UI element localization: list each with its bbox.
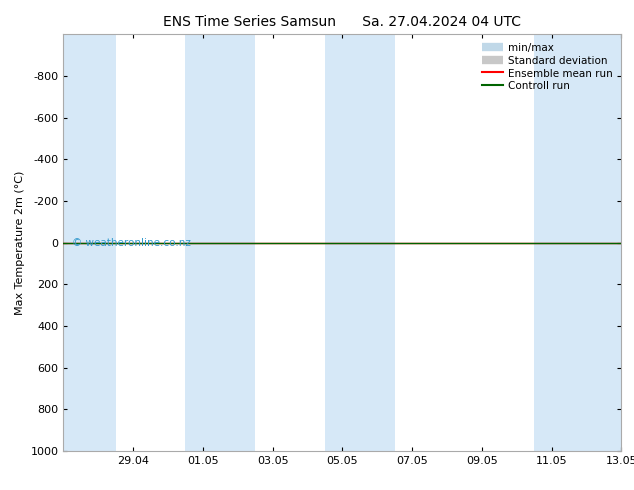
Legend: min/max, Standard deviation, Ensemble mean run, Controll run: min/max, Standard deviation, Ensemble me… (479, 40, 616, 95)
Text: © weatheronline.co.nz: © weatheronline.co.nz (72, 238, 191, 247)
Bar (185, 34, 255, 451)
Bar (534, 34, 621, 451)
Y-axis label: Max Temperature 2m (°C): Max Temperature 2m (°C) (15, 171, 25, 315)
Bar (63, 34, 115, 451)
Bar (325, 34, 394, 451)
Title: ENS Time Series Samsun      Sa. 27.04.2024 04 UTC: ENS Time Series Samsun Sa. 27.04.2024 04… (164, 15, 521, 29)
